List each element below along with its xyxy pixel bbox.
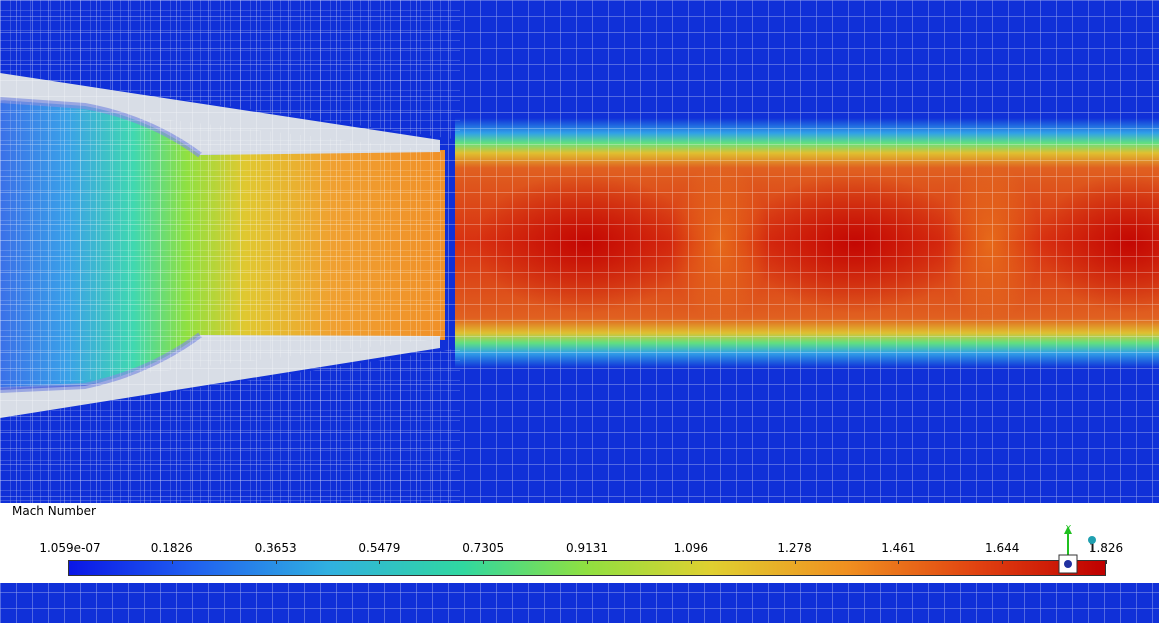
mesh-nozzle-interior: [0, 100, 445, 390]
legend-tick-label: 1.278: [777, 541, 812, 555]
triad-view-sphere-icon: [1088, 536, 1096, 544]
legend-tick-mark: [483, 560, 485, 564]
legend-tick-label: 0.5479: [358, 541, 401, 555]
legend-tick-mark: [171, 560, 173, 564]
legend-tick-label: 1.826: [1088, 541, 1124, 555]
legend-tick-label: 0.7305: [462, 541, 505, 555]
legend-tick-label: 1.096: [673, 541, 708, 555]
triad-y-label: Y: [1065, 524, 1071, 533]
legend-tick-label: 0.1826: [150, 541, 193, 555]
legend-panel: Mach Number 1.059e-07 0.1826 0.3653 0.5479 0…: [0, 503, 1159, 583]
legend-tick-label: 1.461: [881, 541, 916, 555]
mesh-polyhedral-upper: [0, 0, 460, 140]
legend-tick-label: 0.9131: [566, 541, 608, 555]
mesh-polyhedral-lower: [0, 348, 460, 503]
legend-tick-mark: [690, 560, 692, 564]
legend-tick-mark: [898, 560, 900, 564]
legend-tick-label: 1.644: [985, 541, 1020, 555]
legend-title: Mach Number: [12, 504, 96, 518]
legend-tick-mark: [379, 560, 381, 564]
legend-tick-mark: [1106, 560, 1107, 564]
legend-tick-mark: [68, 560, 69, 564]
legend-tick-mark: [275, 560, 277, 564]
legend-tick-label: 1.059e-07: [39, 541, 101, 555]
axis-triad[interactable]: Y: [1058, 520, 1108, 580]
legend-tick-mark: [587, 560, 588, 564]
legend-tick-mark: [1002, 560, 1004, 564]
legend-tick-mark: [794, 560, 796, 564]
legend-tick-label: 0.3653: [254, 541, 297, 555]
